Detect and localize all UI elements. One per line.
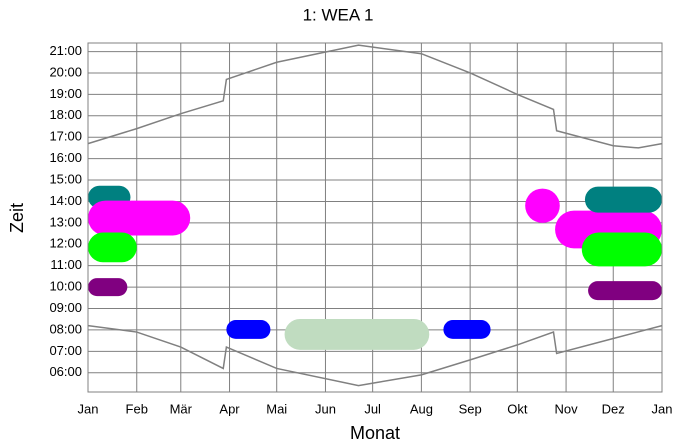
x-tick-label: Jan — [78, 401, 99, 416]
x-axis-label: Monat — [350, 423, 400, 443]
x-tick-label: Nov — [555, 401, 579, 416]
y-tick-label: 16:00 — [49, 150, 82, 165]
chart-title: 1: WEA 1 — [303, 5, 374, 24]
shadow-period — [443, 320, 491, 339]
shadow-period — [525, 188, 560, 223]
y-tick-label: 19:00 — [49, 86, 82, 101]
x-tick-label: Okt — [507, 401, 528, 416]
x-tick-label: Jul — [364, 401, 381, 416]
x-tick-label: Sep — [459, 401, 482, 416]
x-tick-label: Apr — [219, 401, 240, 416]
y-tick-label: 18:00 — [49, 107, 82, 122]
x-tick-label: Dez — [602, 401, 625, 416]
y-tick-label: 06:00 — [49, 364, 82, 379]
y-tick-label: 14:00 — [49, 193, 82, 208]
shadow-period — [581, 232, 662, 267]
shadow-period — [88, 278, 128, 297]
shadow-period — [88, 232, 137, 263]
y-tick-label: 21:00 — [49, 43, 82, 58]
sun-line — [87, 324, 663, 387]
shadow-period — [588, 281, 662, 301]
y-tick-label: 15:00 — [49, 171, 82, 186]
y-tick-label: 08:00 — [49, 321, 82, 336]
sun-line — [87, 44, 663, 149]
x-tick-label: Feb — [126, 401, 148, 416]
shadow-period — [584, 186, 662, 213]
y-tick-label: 09:00 — [49, 300, 82, 315]
x-tick-label: Jan — [652, 401, 673, 416]
y-tick-label: 20:00 — [49, 64, 82, 79]
y-tick-label: 13:00 — [49, 214, 82, 229]
x-tick-label: Mär — [170, 401, 193, 416]
y-tick-label: 11:00 — [50, 257, 82, 272]
plot-frame — [87, 42, 663, 393]
x-tick-label: Jun — [315, 401, 336, 416]
y-tick-label: 07:00 — [49, 343, 82, 358]
shadow-period — [284, 318, 430, 350]
y-axis-label: Zeit — [7, 203, 27, 233]
y-tick-label: 17:00 — [49, 129, 82, 144]
shadow-period — [226, 320, 271, 339]
y-tick-label: 10:00 — [49, 279, 82, 294]
x-tick-label: Mai — [266, 401, 287, 416]
x-tick-label: Aug — [410, 401, 433, 416]
y-tick-label: 12:00 — [49, 236, 82, 251]
shadow-period — [88, 200, 191, 236]
